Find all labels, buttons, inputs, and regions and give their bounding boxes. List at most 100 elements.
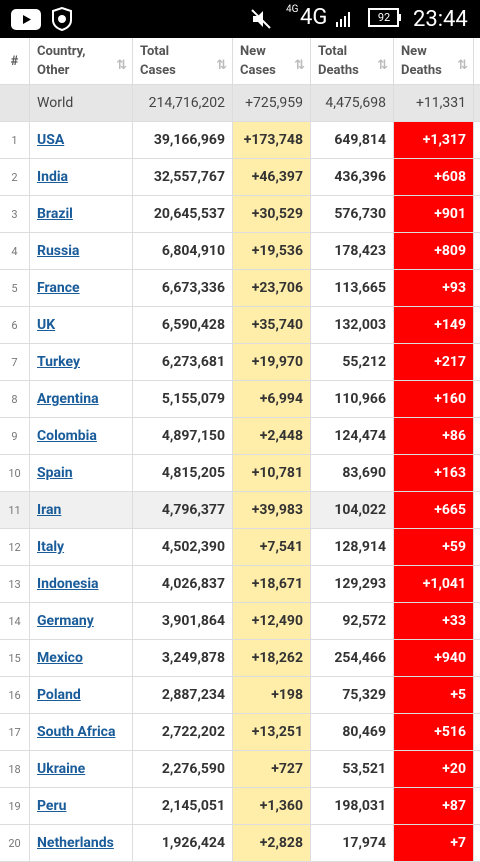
filler-cell bbox=[474, 455, 480, 491]
country-row: 11 Iran 4,796,377 +39,983 104,022 +665 bbox=[0, 492, 480, 529]
filler-cell bbox=[474, 38, 480, 84]
country-link[interactable]: South Africa bbox=[37, 724, 116, 740]
country-row: 14 Germany 3,901,864 +12,490 92,572 +33 bbox=[0, 603, 480, 640]
value-cell: +665 bbox=[394, 492, 474, 528]
filler-cell bbox=[474, 566, 480, 602]
country-link[interactable]: Netherlands bbox=[37, 835, 114, 851]
value-cell: 436,396 bbox=[311, 159, 394, 195]
value-cell: +20 bbox=[394, 751, 474, 787]
value-cell: +1,317 bbox=[394, 122, 474, 158]
rank-cell: 15 bbox=[0, 640, 30, 676]
filler-cell bbox=[474, 788, 480, 824]
value-cell: 2,887,234 bbox=[133, 677, 233, 713]
country-row: 1 USA 39,166,969 +173,748 649,814 +1,317 bbox=[0, 122, 480, 159]
rank-cell: 6 bbox=[0, 307, 30, 343]
filler-cell bbox=[474, 640, 480, 676]
country-row: 13 Indonesia 4,026,837 +18,671 129,293 +1,041 bbox=[0, 566, 480, 603]
country-link[interactable]: Colombia bbox=[37, 428, 97, 444]
country-row: 2 India 32,557,767 +46,397 436,396 +608 bbox=[0, 159, 480, 196]
country-link[interactable]: India bbox=[37, 169, 69, 185]
sort-arrow: ⇅ bbox=[457, 58, 468, 73]
country-cell: Ukraine bbox=[30, 751, 133, 787]
clock: 23:44 bbox=[413, 7, 468, 32]
world-cell: 214,716,202 bbox=[133, 85, 233, 121]
value-cell: 80,469 bbox=[311, 714, 394, 750]
value-cell: +7 bbox=[394, 825, 474, 861]
value-cell: 4,897,150 bbox=[133, 418, 233, 454]
country-cell: Spain bbox=[30, 455, 133, 491]
value-cell: 75,329 bbox=[311, 677, 394, 713]
app-icon bbox=[52, 7, 72, 31]
value-cell: 4,815,205 bbox=[133, 455, 233, 491]
value-cell: +2,828 bbox=[233, 825, 311, 861]
filler-cell bbox=[474, 159, 480, 195]
rank-cell: 20 bbox=[0, 825, 30, 861]
country-link[interactable]: Turkey bbox=[37, 354, 80, 370]
value-cell: 254,466 bbox=[311, 640, 394, 676]
country-cell: Colombia bbox=[30, 418, 133, 454]
country-row: 3 Brazil 20,645,537 +30,529 576,730 +901 bbox=[0, 196, 480, 233]
country-link[interactable]: Argentina bbox=[37, 391, 99, 407]
country-link[interactable]: Peru bbox=[37, 798, 67, 814]
value-cell: +727 bbox=[233, 751, 311, 787]
country-link[interactable]: Mexico bbox=[37, 650, 83, 666]
value-cell: 113,665 bbox=[311, 270, 394, 306]
country-link[interactable]: Poland bbox=[37, 687, 81, 703]
value-cell: 92,572 bbox=[311, 603, 394, 639]
country-link[interactable]: Iran bbox=[37, 502, 62, 518]
header-cell[interactable]: New Cases ⇅ bbox=[233, 38, 311, 84]
country-cell: Russia bbox=[30, 233, 133, 269]
value-cell: 132,003 bbox=[311, 307, 394, 343]
value-cell: 104,022 bbox=[311, 492, 394, 528]
country-link[interactable]: UK bbox=[37, 317, 56, 333]
youtube-icon bbox=[11, 9, 41, 30]
sort-arrow: ⇅ bbox=[116, 58, 127, 73]
country-link[interactable]: Italy bbox=[37, 539, 65, 555]
country-row: 16 Poland 2,887,234 +198 75,329 +5 bbox=[0, 677, 480, 714]
country-link[interactable]: Russia bbox=[37, 243, 80, 259]
country-link[interactable]: Brazil bbox=[37, 206, 73, 222]
value-cell: 3,249,878 bbox=[133, 640, 233, 676]
value-cell: +2,448 bbox=[233, 418, 311, 454]
country-link[interactable]: USA bbox=[37, 132, 65, 148]
value-cell: +198 bbox=[233, 677, 311, 713]
value-cell: 17,974 bbox=[311, 825, 394, 861]
header-cell: # bbox=[0, 38, 30, 84]
value-cell: 2,145,051 bbox=[133, 788, 233, 824]
country-link[interactable]: France bbox=[37, 280, 80, 296]
country-row: 17 South Africa 2,722,202 +13,251 80,469 +516 bbox=[0, 714, 480, 751]
value-cell: 5,155,079 bbox=[133, 381, 233, 417]
filler-cell bbox=[474, 270, 480, 306]
header-cell[interactable]: Country, Other ⇅ bbox=[30, 38, 133, 84]
value-cell: 128,914 bbox=[311, 529, 394, 565]
world-cell: +725,959 bbox=[233, 85, 311, 121]
country-cell: Germany bbox=[30, 603, 133, 639]
header-label: New Deaths bbox=[401, 44, 442, 78]
header-cell[interactable]: Total Deaths ⇅ bbox=[311, 38, 394, 84]
value-cell: 39,166,969 bbox=[133, 122, 233, 158]
rank-cell: 2 bbox=[0, 159, 30, 195]
country-row: 9 Colombia 4,897,150 +2,448 124,474 +86 bbox=[0, 418, 480, 455]
country-row: 8 Argentina 5,155,079 +6,994 110,966 +160 bbox=[0, 381, 480, 418]
value-cell: +1,041 bbox=[394, 566, 474, 602]
header-cell[interactable]: Total Cases ⇅ bbox=[133, 38, 233, 84]
value-cell: +217 bbox=[394, 344, 474, 380]
country-link[interactable]: Ukraine bbox=[37, 761, 86, 777]
value-cell: +46,397 bbox=[233, 159, 311, 195]
value-cell: +608 bbox=[394, 159, 474, 195]
filler-cell bbox=[474, 714, 480, 750]
rank-cell: 9 bbox=[0, 418, 30, 454]
signal-icon bbox=[336, 12, 350, 27]
value-cell: +173,748 bbox=[233, 122, 311, 158]
filler-cell bbox=[474, 529, 480, 565]
value-cell: +149 bbox=[394, 307, 474, 343]
sort-arrow: ⇅ bbox=[377, 58, 388, 73]
country-link[interactable]: Spain bbox=[37, 465, 73, 481]
value-cell: 649,814 bbox=[311, 122, 394, 158]
rank-cell: 11 bbox=[0, 492, 30, 528]
filler-cell bbox=[474, 418, 480, 454]
header-cell[interactable]: New Deaths ⇅ bbox=[394, 38, 474, 84]
country-link[interactable]: Indonesia bbox=[37, 576, 99, 592]
country-link[interactable]: Germany bbox=[37, 613, 94, 629]
